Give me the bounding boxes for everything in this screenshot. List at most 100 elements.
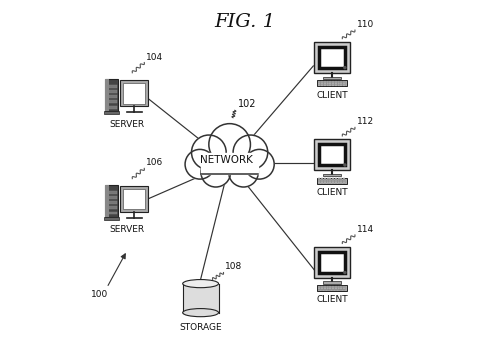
Bar <box>329 181 331 183</box>
Bar <box>338 181 340 183</box>
Bar <box>123 189 145 209</box>
Bar <box>326 287 329 289</box>
Bar <box>335 287 337 289</box>
Text: 114: 114 <box>357 225 374 234</box>
Text: SERVER: SERVER <box>110 226 145 235</box>
Bar <box>183 283 219 313</box>
Bar <box>120 80 148 106</box>
Bar <box>321 83 323 84</box>
Bar <box>335 84 337 85</box>
Bar <box>323 77 341 79</box>
Bar <box>335 181 337 183</box>
Bar <box>332 83 334 84</box>
Bar <box>326 81 329 82</box>
Bar <box>324 289 326 290</box>
Bar <box>329 81 331 82</box>
Bar <box>338 178 340 179</box>
Bar <box>318 81 320 82</box>
Text: STORAGE: STORAGE <box>179 323 222 332</box>
Text: 104: 104 <box>146 52 163 61</box>
Bar <box>105 79 109 111</box>
Bar <box>326 178 329 179</box>
Text: 100: 100 <box>91 290 108 299</box>
Text: 108: 108 <box>225 262 243 271</box>
Bar <box>105 185 109 217</box>
Bar <box>104 217 120 220</box>
Bar <box>343 289 345 290</box>
Circle shape <box>192 135 226 170</box>
Bar <box>324 81 326 82</box>
Bar <box>324 286 326 287</box>
Bar <box>340 180 343 181</box>
Bar <box>332 84 334 85</box>
Bar <box>332 289 334 290</box>
Bar <box>321 287 323 289</box>
Text: FIG. 1: FIG. 1 <box>215 13 275 31</box>
Bar <box>343 84 345 85</box>
Bar <box>324 181 326 183</box>
Bar <box>340 289 343 290</box>
Bar <box>335 83 337 84</box>
Bar <box>340 84 343 85</box>
Bar <box>324 83 326 84</box>
Bar <box>338 81 340 82</box>
Bar <box>105 79 118 111</box>
Bar <box>335 178 337 179</box>
Text: 112: 112 <box>357 117 374 126</box>
Bar <box>321 181 323 183</box>
Bar <box>332 178 334 179</box>
Bar <box>321 289 323 290</box>
Bar <box>318 287 320 289</box>
Bar <box>321 84 323 85</box>
Bar <box>338 84 340 85</box>
Circle shape <box>344 164 346 166</box>
Bar <box>329 287 331 289</box>
Bar <box>109 106 118 109</box>
Bar <box>321 286 323 287</box>
Bar <box>318 178 320 179</box>
Bar <box>318 83 320 84</box>
Bar <box>326 286 329 287</box>
Circle shape <box>201 157 231 187</box>
Bar <box>326 181 329 183</box>
Bar <box>326 289 329 290</box>
Bar <box>326 180 329 181</box>
Text: CLIENT: CLIENT <box>316 91 348 100</box>
Bar <box>326 84 329 85</box>
Bar <box>104 111 120 114</box>
Bar <box>338 289 340 290</box>
Bar <box>109 191 118 194</box>
Bar <box>318 181 320 183</box>
Bar <box>321 178 323 179</box>
Bar <box>323 174 341 176</box>
Bar <box>343 178 345 179</box>
Bar <box>323 281 341 284</box>
Bar <box>332 81 334 82</box>
Text: 110: 110 <box>357 20 374 29</box>
Bar <box>329 84 331 85</box>
Circle shape <box>229 157 258 187</box>
Bar <box>340 81 343 82</box>
Bar <box>343 181 345 183</box>
Bar <box>318 289 320 290</box>
Bar <box>340 178 343 179</box>
Bar <box>319 144 345 165</box>
Bar <box>343 287 345 289</box>
Circle shape <box>344 67 346 69</box>
Bar <box>324 180 326 181</box>
Bar <box>317 80 347 86</box>
Bar <box>340 83 343 84</box>
Bar <box>332 180 334 181</box>
Circle shape <box>185 150 215 179</box>
Bar <box>335 286 337 287</box>
Bar <box>340 287 343 289</box>
Bar <box>338 83 340 84</box>
Circle shape <box>245 150 274 179</box>
Bar <box>318 84 320 85</box>
Bar <box>314 247 350 278</box>
Bar <box>343 81 345 82</box>
Bar <box>321 180 323 181</box>
Bar <box>329 286 331 287</box>
Bar <box>335 81 337 82</box>
Bar <box>343 83 345 84</box>
